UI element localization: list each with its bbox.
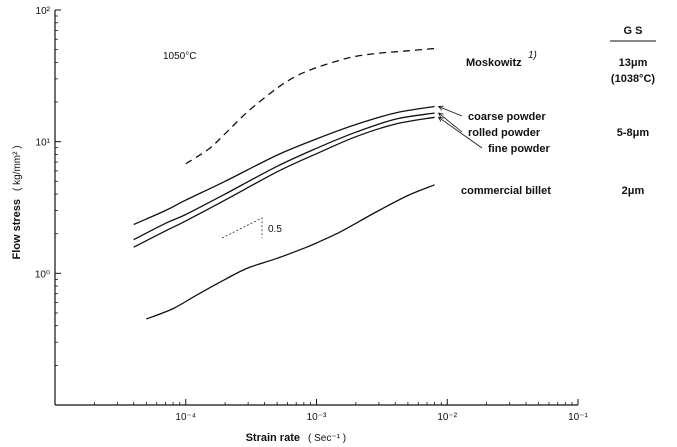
x-tick-label: 10⁻³ — [307, 412, 327, 423]
series-label-superscript: 1) — [528, 50, 537, 61]
y-axis-unit: ( kg/mm² ) — [12, 145, 23, 191]
series-line-moskowitz — [185, 47, 435, 165]
leader-arrowhead — [437, 105, 444, 111]
series-line-fine-powder — [133, 116, 435, 248]
slope-triangle — [221, 217, 263, 239]
x-axis-title: Strain rate — [246, 432, 300, 444]
series-label-coarse-powder: coarse powder — [468, 111, 546, 123]
x-tick-label: 10⁻⁴ — [175, 412, 196, 423]
leader-line-fine-powder — [438, 117, 483, 149]
leader-line-rolled-powder — [438, 112, 463, 133]
leader-line-coarse-powder — [438, 106, 463, 117]
series-line-coarse-powder — [133, 105, 435, 226]
y-tick-label: 10² — [36, 6, 51, 17]
axes: 10⁻⁴ 10⁻³ 10⁻² 10⁻¹ 10⁰ 10¹ 10² — [35, 6, 589, 423]
y-tick-label: 10¹ — [36, 138, 51, 149]
series-line-rolled-powder — [133, 112, 435, 241]
y-tick-label: 10⁰ — [35, 269, 50, 280]
y-axis-title: Flow stress — [11, 199, 23, 260]
gs-value-commercial-billet: 2μm — [622, 185, 645, 197]
gs-value-moskowitz: 13μm — [619, 57, 648, 69]
annotations: Moskowitz 1) coarse powder rolled powder fin… — [221, 50, 655, 239]
temperature-note: 1050°C — [163, 51, 196, 62]
series-line-commercial-billet — [146, 184, 435, 320]
gs-value-rolled-powder: 5-8μm — [617, 127, 650, 139]
series-label-moskowitz: Moskowitz — [466, 57, 522, 69]
gs-note-moskowitz: (1038°C) — [611, 73, 655, 85]
x-tick-label: 10⁻¹ — [568, 412, 588, 423]
x-axis-unit: ( Sec⁻¹ ) — [308, 433, 346, 444]
series-label-rolled-powder: rolled powder — [468, 127, 541, 139]
y-axis-title-group: Flow stress ( kg/mm² ) — [11, 145, 23, 259]
series-label-commercial-billet: commercial billet — [461, 185, 551, 197]
slope-note: 0.5 — [268, 224, 282, 235]
leader-arrowhead — [437, 116, 444, 122]
gs-header: G S — [624, 25, 643, 37]
series-label-fine-powder: fine powder — [488, 143, 550, 155]
x-tick-label: 10⁻² — [437, 412, 457, 423]
leader-arrowhead — [437, 112, 444, 118]
series-layer — [133, 47, 435, 320]
